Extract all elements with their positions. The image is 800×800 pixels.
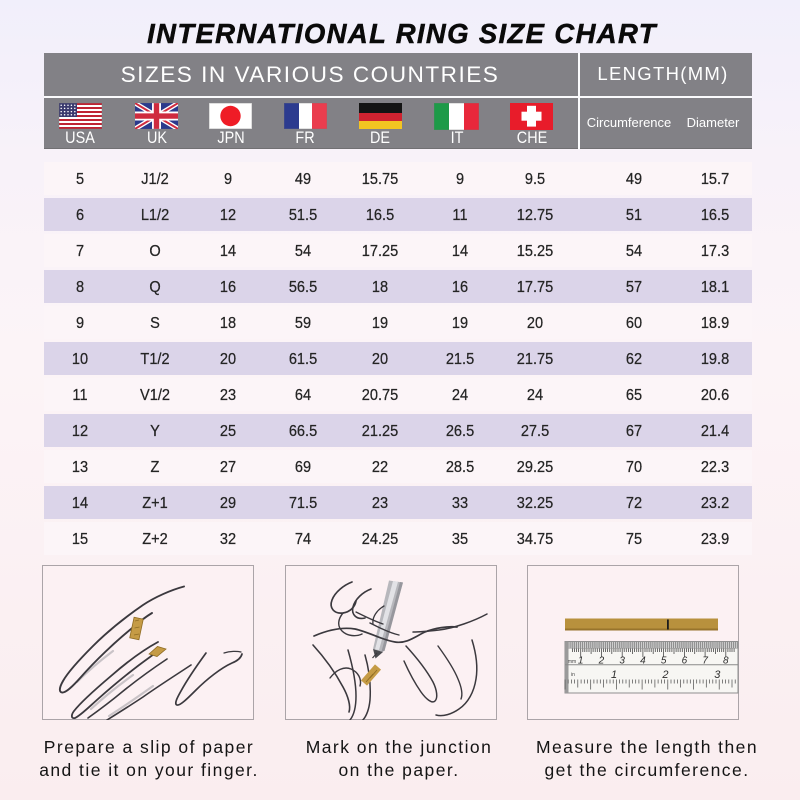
svg-text:6: 6 — [682, 656, 688, 667]
svg-text:2: 2 — [598, 656, 605, 667]
svg-text:8: 8 — [723, 656, 729, 667]
svg-text:in: in — [571, 672, 575, 678]
svg-text:4: 4 — [640, 656, 646, 667]
svg-text:3: 3 — [619, 656, 625, 667]
svg-text:1: 1 — [611, 669, 617, 681]
svg-text:1: 1 — [578, 656, 584, 667]
svg-text:2: 2 — [661, 669, 668, 681]
svg-text:3: 3 — [714, 669, 721, 681]
svg-text:mm: mm — [568, 659, 576, 665]
svg-text:5: 5 — [661, 656, 667, 667]
svg-text:7: 7 — [702, 656, 708, 667]
